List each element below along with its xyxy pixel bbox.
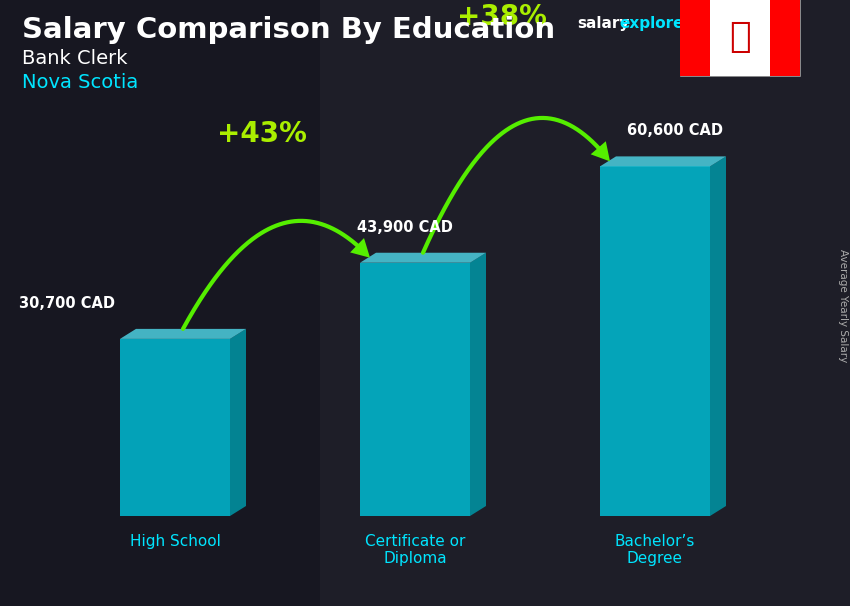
Text: 🍁: 🍁 (729, 20, 751, 54)
Text: High School: High School (129, 534, 220, 549)
Text: Nova Scotia: Nova Scotia (22, 73, 139, 92)
Text: 60,600 CAD: 60,600 CAD (627, 124, 723, 138)
Polygon shape (600, 167, 710, 516)
Text: Salary Comparison By Education: Salary Comparison By Education (22, 16, 555, 44)
Polygon shape (230, 329, 246, 516)
Polygon shape (320, 0, 850, 606)
Polygon shape (360, 253, 486, 263)
Text: 43,900 CAD: 43,900 CAD (357, 220, 453, 235)
Text: Certificate or
Diploma: Certificate or Diploma (365, 534, 465, 567)
Polygon shape (470, 253, 486, 516)
Polygon shape (360, 263, 470, 516)
Text: Bank Clerk: Bank Clerk (22, 49, 128, 68)
Polygon shape (710, 156, 726, 516)
Polygon shape (0, 0, 320, 606)
Text: +38%: +38% (456, 4, 547, 32)
Text: salary: salary (577, 16, 629, 31)
Bar (680, 0, 710, 76)
Polygon shape (350, 238, 370, 258)
Text: 30,700 CAD: 30,700 CAD (19, 296, 115, 311)
Bar (770, 0, 800, 76)
Polygon shape (120, 339, 230, 516)
Bar (680, 0, 800, 76)
Polygon shape (600, 156, 726, 167)
Text: Average Yearly Salary: Average Yearly Salary (838, 250, 848, 362)
Polygon shape (591, 141, 610, 161)
Text: Bachelor’s
Degree: Bachelor’s Degree (615, 534, 695, 567)
Polygon shape (120, 329, 246, 339)
Text: explorer.com: explorer.com (619, 16, 730, 31)
Text: +43%: +43% (217, 120, 307, 148)
